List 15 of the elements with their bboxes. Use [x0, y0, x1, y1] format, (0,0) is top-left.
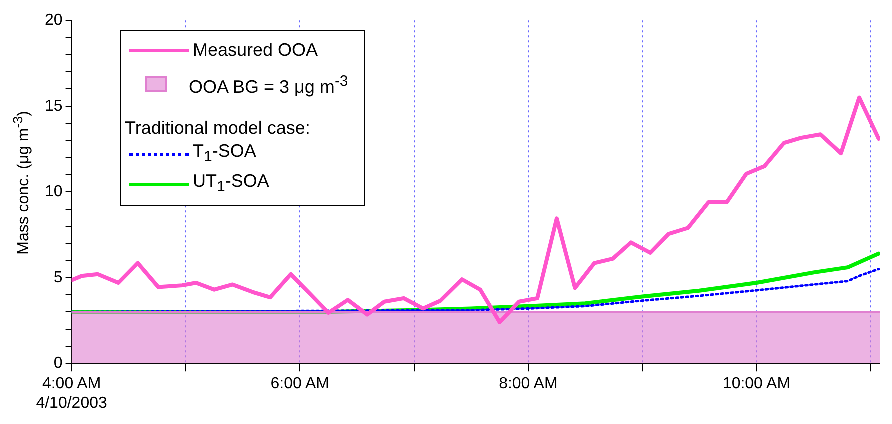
x-tick-label: 10:00 AM — [722, 376, 791, 393]
legend-label: UT$_{1}$-SOA — [193, 170, 270, 198]
legend-label: OOA BG = 3 μg m$^{-3}$ — [189, 72, 348, 98]
line-series — [72, 268, 880, 314]
legend-label: Measured OOA — [193, 39, 318, 61]
legend-title: Traditional model case: — [125, 117, 312, 139]
y-tick-label: 5 — [54, 269, 63, 286]
x-tick-label: 8:00 AM — [499, 376, 558, 393]
y-tick-label: 0 — [54, 355, 63, 372]
y-tick-label: 20 — [45, 12, 63, 30]
legend-label: T$_{1}$-SOA — [193, 140, 256, 168]
y-tick-label: 15 — [45, 98, 63, 115]
x-tick-label: 6:00 AM — [270, 376, 330, 393]
y-tick-label: 10 — [45, 184, 63, 201]
x-tick-label: 4:00 AM 4/10/2003 — [36, 376, 108, 412]
